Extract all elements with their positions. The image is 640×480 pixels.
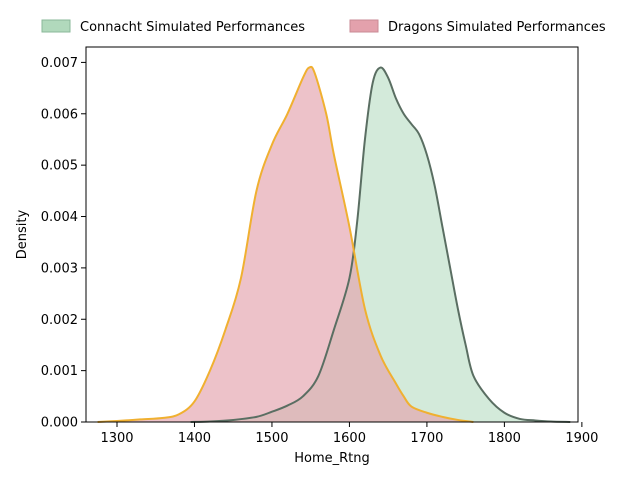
plot-area <box>85 46 579 423</box>
x-tick-label: 1400 <box>178 431 211 446</box>
legend-label-1: Dragons Simulated Performances <box>388 20 606 35</box>
x-tick-label: 1300 <box>100 431 133 446</box>
x-axis-ticks: 1300 1400 1500 1600 1700 1800 1900 <box>100 422 598 446</box>
x-tick-label: 1800 <box>488 431 521 446</box>
legend-swatch-0 <box>41 19 71 33</box>
y-tick-label: 0.001 <box>41 364 78 379</box>
series-0-area <box>190 67 571 422</box>
x-tick-label: 1500 <box>255 431 288 446</box>
y-axis-ticks: 0.000 0.001 0.002 0.003 0.004 0.005 0.006 0.007 <box>41 56 86 431</box>
legend-swatch-1 <box>349 19 379 33</box>
series-0-line <box>190 66 571 423</box>
y-tick-label: 0.002 <box>41 313 78 328</box>
plot-frame <box>85 46 579 423</box>
y-axis-label: Density <box>15 209 30 259</box>
y-tick-label: 0.004 <box>41 210 78 225</box>
series-1-line <box>97 65 474 423</box>
series-1-area <box>97 66 474 422</box>
x-tick-label: 1700 <box>410 431 443 446</box>
x-tick-label: 1900 <box>565 431 598 446</box>
legend: Connacht Simulated Performances Dragons S… <box>41 19 606 35</box>
legend-label-0: Connacht Simulated Performances <box>80 20 305 35</box>
x-axis-label: Home_Rtng <box>294 451 370 466</box>
y-tick-label: 0.007 <box>41 56 78 71</box>
series-layer <box>97 65 571 423</box>
y-tick-label: 0.005 <box>41 159 78 174</box>
y-tick-label: 0.000 <box>41 416 78 431</box>
x-tick-label: 1600 <box>333 431 366 446</box>
y-tick-label: 0.003 <box>41 261 78 276</box>
y-tick-label: 0.006 <box>41 107 78 122</box>
